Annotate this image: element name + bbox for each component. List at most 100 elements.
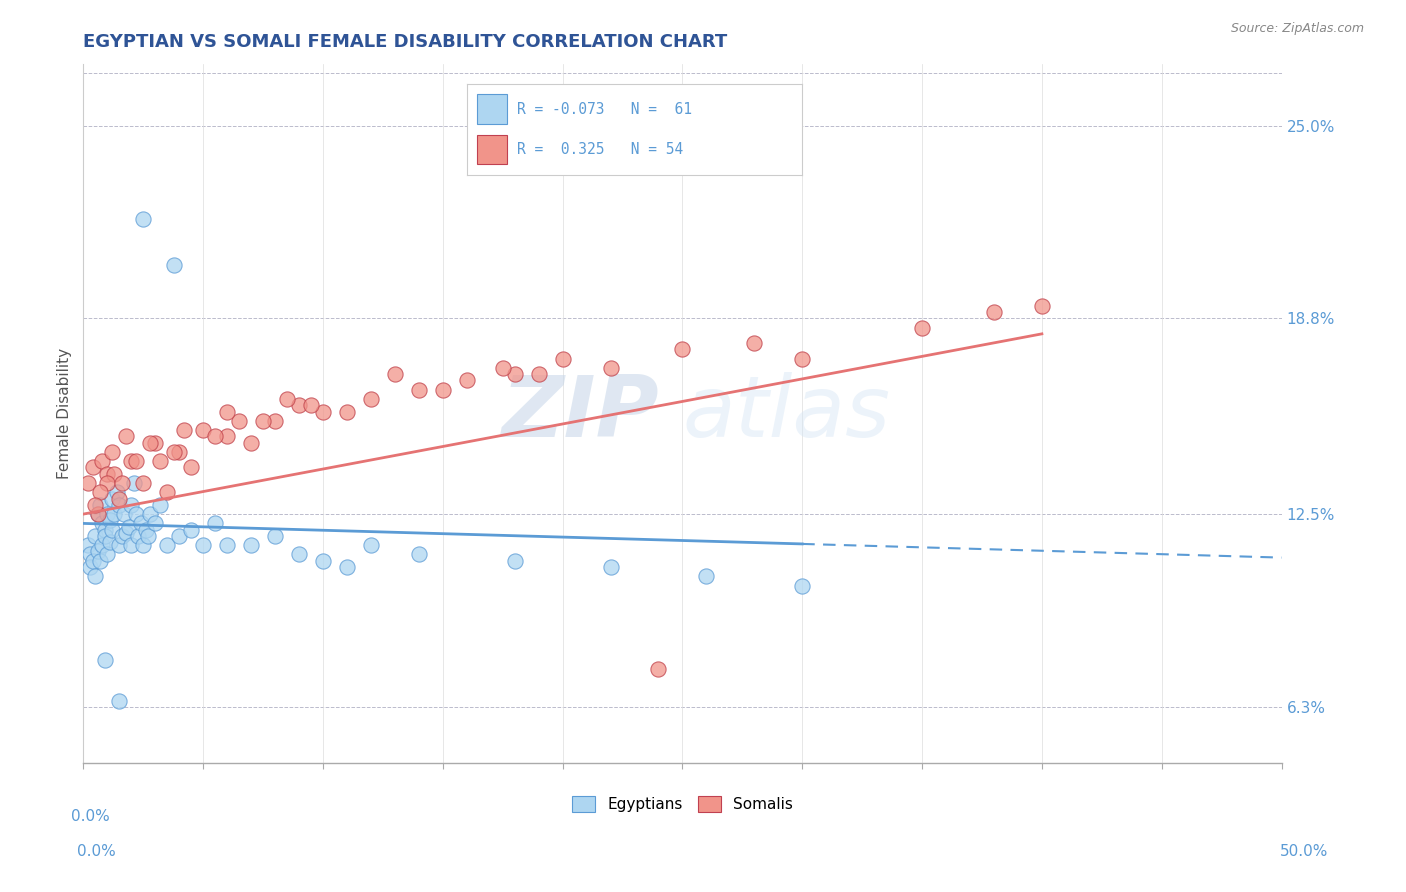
Point	[91, 516, 114, 531]
Point	[432, 383, 454, 397]
Point	[143, 516, 166, 531]
Point	[82, 460, 104, 475]
Point	[89, 485, 111, 500]
Point	[91, 538, 114, 552]
Point	[408, 548, 430, 562]
Point	[695, 569, 717, 583]
Point	[108, 693, 131, 707]
Point	[120, 498, 142, 512]
Legend: Egyptians, Somalis: Egyptians, Somalis	[565, 789, 799, 818]
Point	[96, 548, 118, 562]
Point	[204, 516, 226, 531]
Point	[671, 343, 693, 357]
Point	[312, 404, 335, 418]
Point	[89, 498, 111, 512]
Point	[115, 525, 138, 540]
Point	[125, 507, 148, 521]
Point	[911, 320, 934, 334]
Point	[98, 535, 121, 549]
Point	[120, 538, 142, 552]
Point	[118, 519, 141, 533]
Point	[503, 368, 526, 382]
Point	[91, 454, 114, 468]
Point	[792, 351, 814, 366]
Point	[101, 445, 124, 459]
Point	[288, 398, 311, 412]
Point	[105, 485, 128, 500]
Point	[84, 498, 107, 512]
Point	[599, 560, 621, 574]
Point	[492, 361, 515, 376]
Y-axis label: Female Disability: Female Disability	[58, 348, 72, 479]
Point	[96, 507, 118, 521]
Point	[77, 538, 100, 552]
Point	[111, 529, 134, 543]
Point	[503, 554, 526, 568]
Point	[228, 414, 250, 428]
Point	[132, 211, 155, 226]
Point	[288, 548, 311, 562]
Point	[77, 475, 100, 490]
Point	[983, 305, 1005, 319]
Point	[86, 544, 108, 558]
Point	[132, 538, 155, 552]
Point	[599, 361, 621, 376]
Point	[191, 538, 214, 552]
Point	[217, 429, 239, 443]
Text: Source: ZipAtlas.com: Source: ZipAtlas.com	[1230, 22, 1364, 36]
Point	[86, 507, 108, 521]
Point	[384, 368, 406, 382]
Point	[108, 498, 131, 512]
Point	[647, 663, 669, 677]
Text: 0.0%: 0.0%	[77, 845, 117, 859]
Point	[217, 404, 239, 418]
Text: 50.0%: 50.0%	[1281, 845, 1329, 859]
Point	[167, 445, 190, 459]
Point	[312, 554, 335, 568]
Point	[112, 507, 135, 521]
Point	[240, 538, 263, 552]
Point	[149, 498, 172, 512]
Point	[180, 523, 202, 537]
Point	[792, 578, 814, 592]
Point	[264, 414, 287, 428]
Point	[96, 475, 118, 490]
Point	[336, 404, 359, 418]
Point	[240, 435, 263, 450]
Point	[264, 529, 287, 543]
Point	[180, 460, 202, 475]
Point	[111, 475, 134, 490]
Point	[108, 491, 131, 506]
Point	[299, 398, 322, 412]
Text: ZIP: ZIP	[501, 372, 658, 455]
Point	[120, 454, 142, 468]
Point	[135, 523, 157, 537]
Point	[156, 538, 179, 552]
Point	[408, 383, 430, 397]
Point	[191, 423, 214, 437]
Point	[551, 351, 574, 366]
Point	[742, 336, 765, 351]
Point	[527, 368, 550, 382]
Point	[115, 429, 138, 443]
Point	[101, 491, 124, 506]
Point	[127, 529, 149, 543]
Point	[156, 485, 179, 500]
Point	[360, 392, 382, 406]
Point	[89, 554, 111, 568]
Point	[204, 429, 226, 443]
Point	[125, 454, 148, 468]
Point	[139, 435, 162, 450]
Point	[360, 538, 382, 552]
Text: EGYPTIAN VS SOMALI FEMALE DISABILITY CORRELATION CHART: EGYPTIAN VS SOMALI FEMALE DISABILITY COR…	[83, 33, 727, 51]
Point	[98, 513, 121, 527]
Point	[94, 529, 117, 543]
Point	[129, 516, 152, 531]
Point	[103, 507, 125, 521]
Point	[336, 560, 359, 574]
Point	[143, 435, 166, 450]
Point	[82, 554, 104, 568]
Text: 0.0%: 0.0%	[72, 809, 110, 824]
Point	[79, 560, 101, 574]
Point	[84, 529, 107, 543]
